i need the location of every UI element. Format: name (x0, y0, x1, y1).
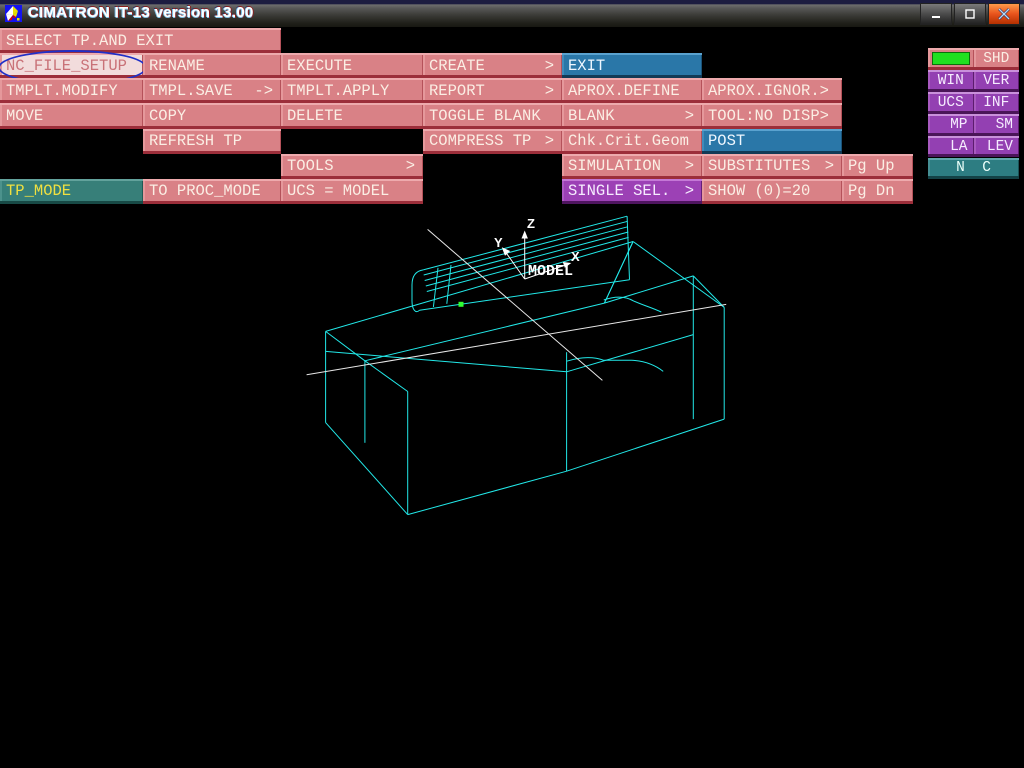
svg-text:Z: Z (527, 216, 535, 231)
svg-text:X: X (571, 249, 580, 264)
svg-text:Y: Y (494, 235, 503, 250)
svg-text:MODEL: MODEL (528, 263, 573, 280)
